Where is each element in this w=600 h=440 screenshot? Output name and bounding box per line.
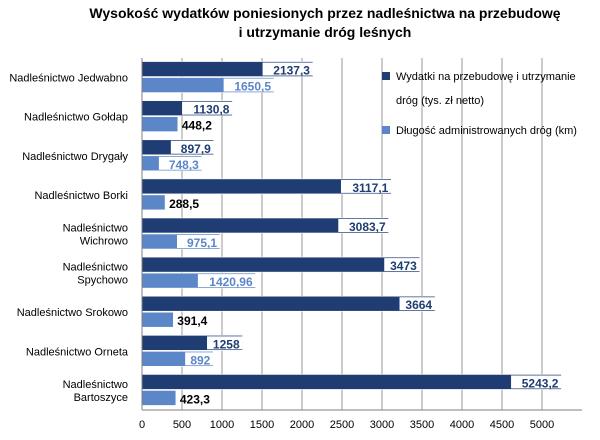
data-label-background — [170, 140, 214, 154]
data-label-background — [185, 352, 214, 366]
data-label: 897,9 — [181, 142, 211, 156]
x-tick-label: 4000 — [450, 419, 474, 431]
data-label-background — [384, 258, 420, 272]
data-label-background — [182, 101, 233, 115]
data-label-background — [399, 297, 436, 311]
grid — [141, 58, 543, 410]
data-label: 892 — [190, 353, 210, 367]
data-label: 423,3 — [180, 392, 210, 406]
bar-road-length — [141, 116, 179, 132]
bar-expenses — [141, 256, 421, 273]
legend-label: dróg (tys. zł netto) — [396, 95, 484, 107]
legend-swatch — [382, 126, 390, 134]
data-label-background — [340, 179, 392, 193]
legend: Wydatki na przebudowę i utrzymanie dróg (… — [382, 71, 577, 137]
category-label: Nadleśnictwo Spychowo — [63, 262, 128, 287]
data-label-background — [511, 375, 562, 389]
data-label: 2137,3 — [273, 64, 310, 78]
data-label-background — [262, 62, 313, 76]
chart-title-line-1: Wysokość wydatków poniesionych przez nad… — [89, 5, 560, 21]
x-tick-label: 2000 — [290, 419, 314, 431]
legend-swatch — [382, 72, 390, 80]
axes: 0 500 1000 1500 2000 2500 3000 3500 4000 4500 5000… — [9, 58, 582, 431]
category-label: Nadleśnictwo Orneta — [26, 346, 129, 358]
data-label-background — [158, 156, 202, 170]
bar-road-length — [141, 390, 177, 406]
category-label: Nadleśnictwo Gołdap — [24, 112, 128, 124]
data-label: 5243,2 — [522, 376, 559, 390]
chart-title-line-2: i utrzymanie dróg leśnych — [239, 24, 412, 40]
data-label-background — [197, 274, 256, 288]
x-tick-label: 1000 — [210, 419, 234, 431]
category-label: Nadleśnictwo Borki — [34, 190, 128, 202]
data-label: 3117,1 — [352, 181, 388, 195]
data-label-background — [207, 336, 243, 350]
category-label: Nadleśnictwo Drygały — [22, 151, 128, 163]
bar-road-length — [141, 311, 174, 328]
x-tick-label: 5000 — [530, 419, 554, 431]
data-label: 1420,96 — [209, 275, 253, 289]
category-label: Nadleśnictwo Srokowo — [17, 307, 128, 319]
data-label: 288,5 — [169, 197, 199, 211]
legend-label: Długość administrowanych dróg (km) — [396, 125, 577, 137]
data-label: 448,2 — [182, 119, 212, 133]
data-label: 748,3 — [169, 158, 199, 172]
x-tick-label: 500 — [173, 419, 191, 431]
data-label: 1130,8 — [193, 103, 229, 117]
bar-road-length — [141, 194, 166, 211]
bar-expenses — [141, 374, 562, 390]
data-label-background — [177, 235, 221, 248]
category-label: Nadleśnictwo Bartoszyce — [63, 379, 128, 404]
x-tick-label: 1500 — [250, 419, 274, 431]
data-label: 3083,7 — [349, 220, 386, 234]
data-label-background — [223, 78, 275, 92]
x-tick-label: 4500 — [490, 419, 514, 431]
category-label: Nadleśnictwo Jedwabno — [9, 73, 128, 85]
bars: 2137,3 1130,8 897,9 3117,1 3083,7 3473 3664 125… — [141, 61, 562, 406]
x-tick-label: 0 — [139, 419, 145, 431]
x-tick-label: 2500 — [330, 419, 354, 431]
data-label: 975,1 — [187, 236, 217, 250]
category-label: Nadleśnictwo Wichrowo — [63, 223, 128, 248]
x-tick-label: 3500 — [410, 419, 434, 431]
data-label: 1258 — [213, 337, 240, 351]
data-label-background — [338, 219, 389, 232]
data-label: 3664 — [405, 298, 432, 312]
data-label: 1650,5 — [234, 80, 271, 94]
data-label: 3473 — [390, 259, 417, 273]
legend-label: Wydatki na przebudowę i utrzymanie — [396, 71, 576, 83]
data-label: 391,4 — [177, 314, 207, 328]
x-tick-label: 3000 — [370, 419, 394, 431]
bar-expenses — [141, 295, 436, 312]
